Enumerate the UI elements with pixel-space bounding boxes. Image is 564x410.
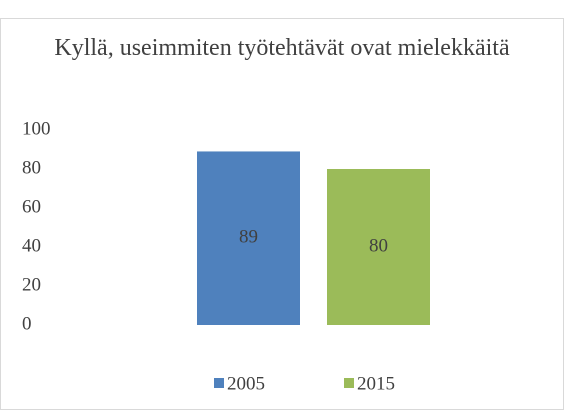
y-tick-label: 80 bbox=[22, 157, 41, 178]
legend-swatch bbox=[344, 378, 354, 388]
legend-label: 2005 bbox=[227, 373, 265, 394]
chart-title: Kyllä, useimmiten työtehtävät ovat miele… bbox=[54, 35, 510, 61]
data-label: 89 bbox=[239, 227, 258, 248]
legend-swatch bbox=[214, 378, 224, 388]
y-tick-label: 40 bbox=[22, 235, 41, 256]
y-tick-label: 0 bbox=[22, 313, 32, 334]
legend-label: 2015 bbox=[357, 373, 395, 394]
data-label: 80 bbox=[369, 235, 388, 256]
bar bbox=[197, 151, 300, 325]
bar bbox=[327, 169, 430, 325]
y-tick-label: 20 bbox=[22, 274, 41, 295]
y-tick-label: 100 bbox=[22, 118, 51, 139]
y-tick-label: 60 bbox=[22, 196, 41, 217]
